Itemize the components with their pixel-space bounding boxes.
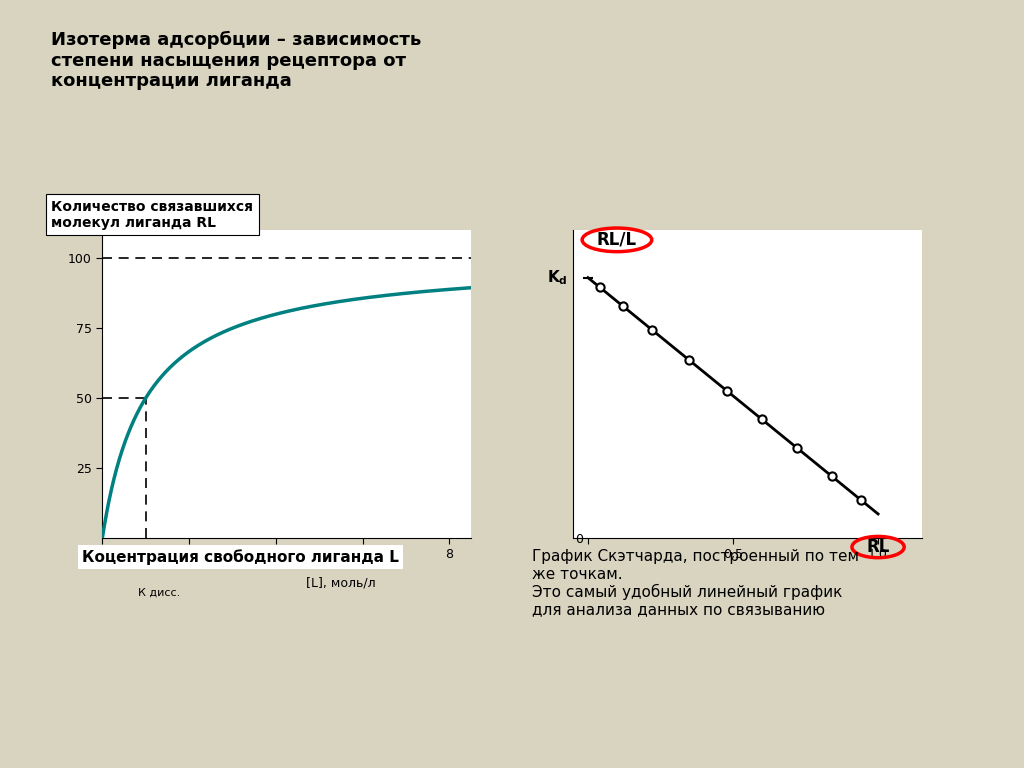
Text: Коцентрация свободного лиганда L: Коцентрация свободного лиганда L (82, 549, 398, 564)
Text: К дисс.: К дисс. (137, 588, 180, 598)
Point (614, 300, 631, 312)
Text: [L], моль/л: [L], моль/л (306, 577, 376, 590)
Text: 0: 0 (575, 533, 584, 546)
Text: Количество связавшихся
молекул лиганда RL: Количество связавшихся молекул лиганда R… (51, 200, 253, 230)
Point (853, 494, 869, 506)
Text: Изотерма адсорбции – зависимость
степени насыщения рецептора от
концентрации лиг: Изотерма адсорбции – зависимость степени… (51, 31, 422, 91)
Text: График Скэтчарда, построенный по тем
же точкам.
Это самый удобный линейный графи: График Скэтчарда, построенный по тем же … (532, 549, 859, 617)
Point (754, 413, 770, 425)
Point (681, 354, 697, 366)
Point (644, 323, 660, 336)
Text: RL/L: RL/L (597, 231, 637, 249)
Point (823, 470, 840, 482)
Text: RL: RL (866, 538, 890, 556)
Point (719, 385, 735, 397)
Text: $\mathbf{K_d}$: $\mathbf{K_d}$ (547, 268, 567, 287)
Point (788, 442, 805, 454)
Point (592, 281, 608, 293)
